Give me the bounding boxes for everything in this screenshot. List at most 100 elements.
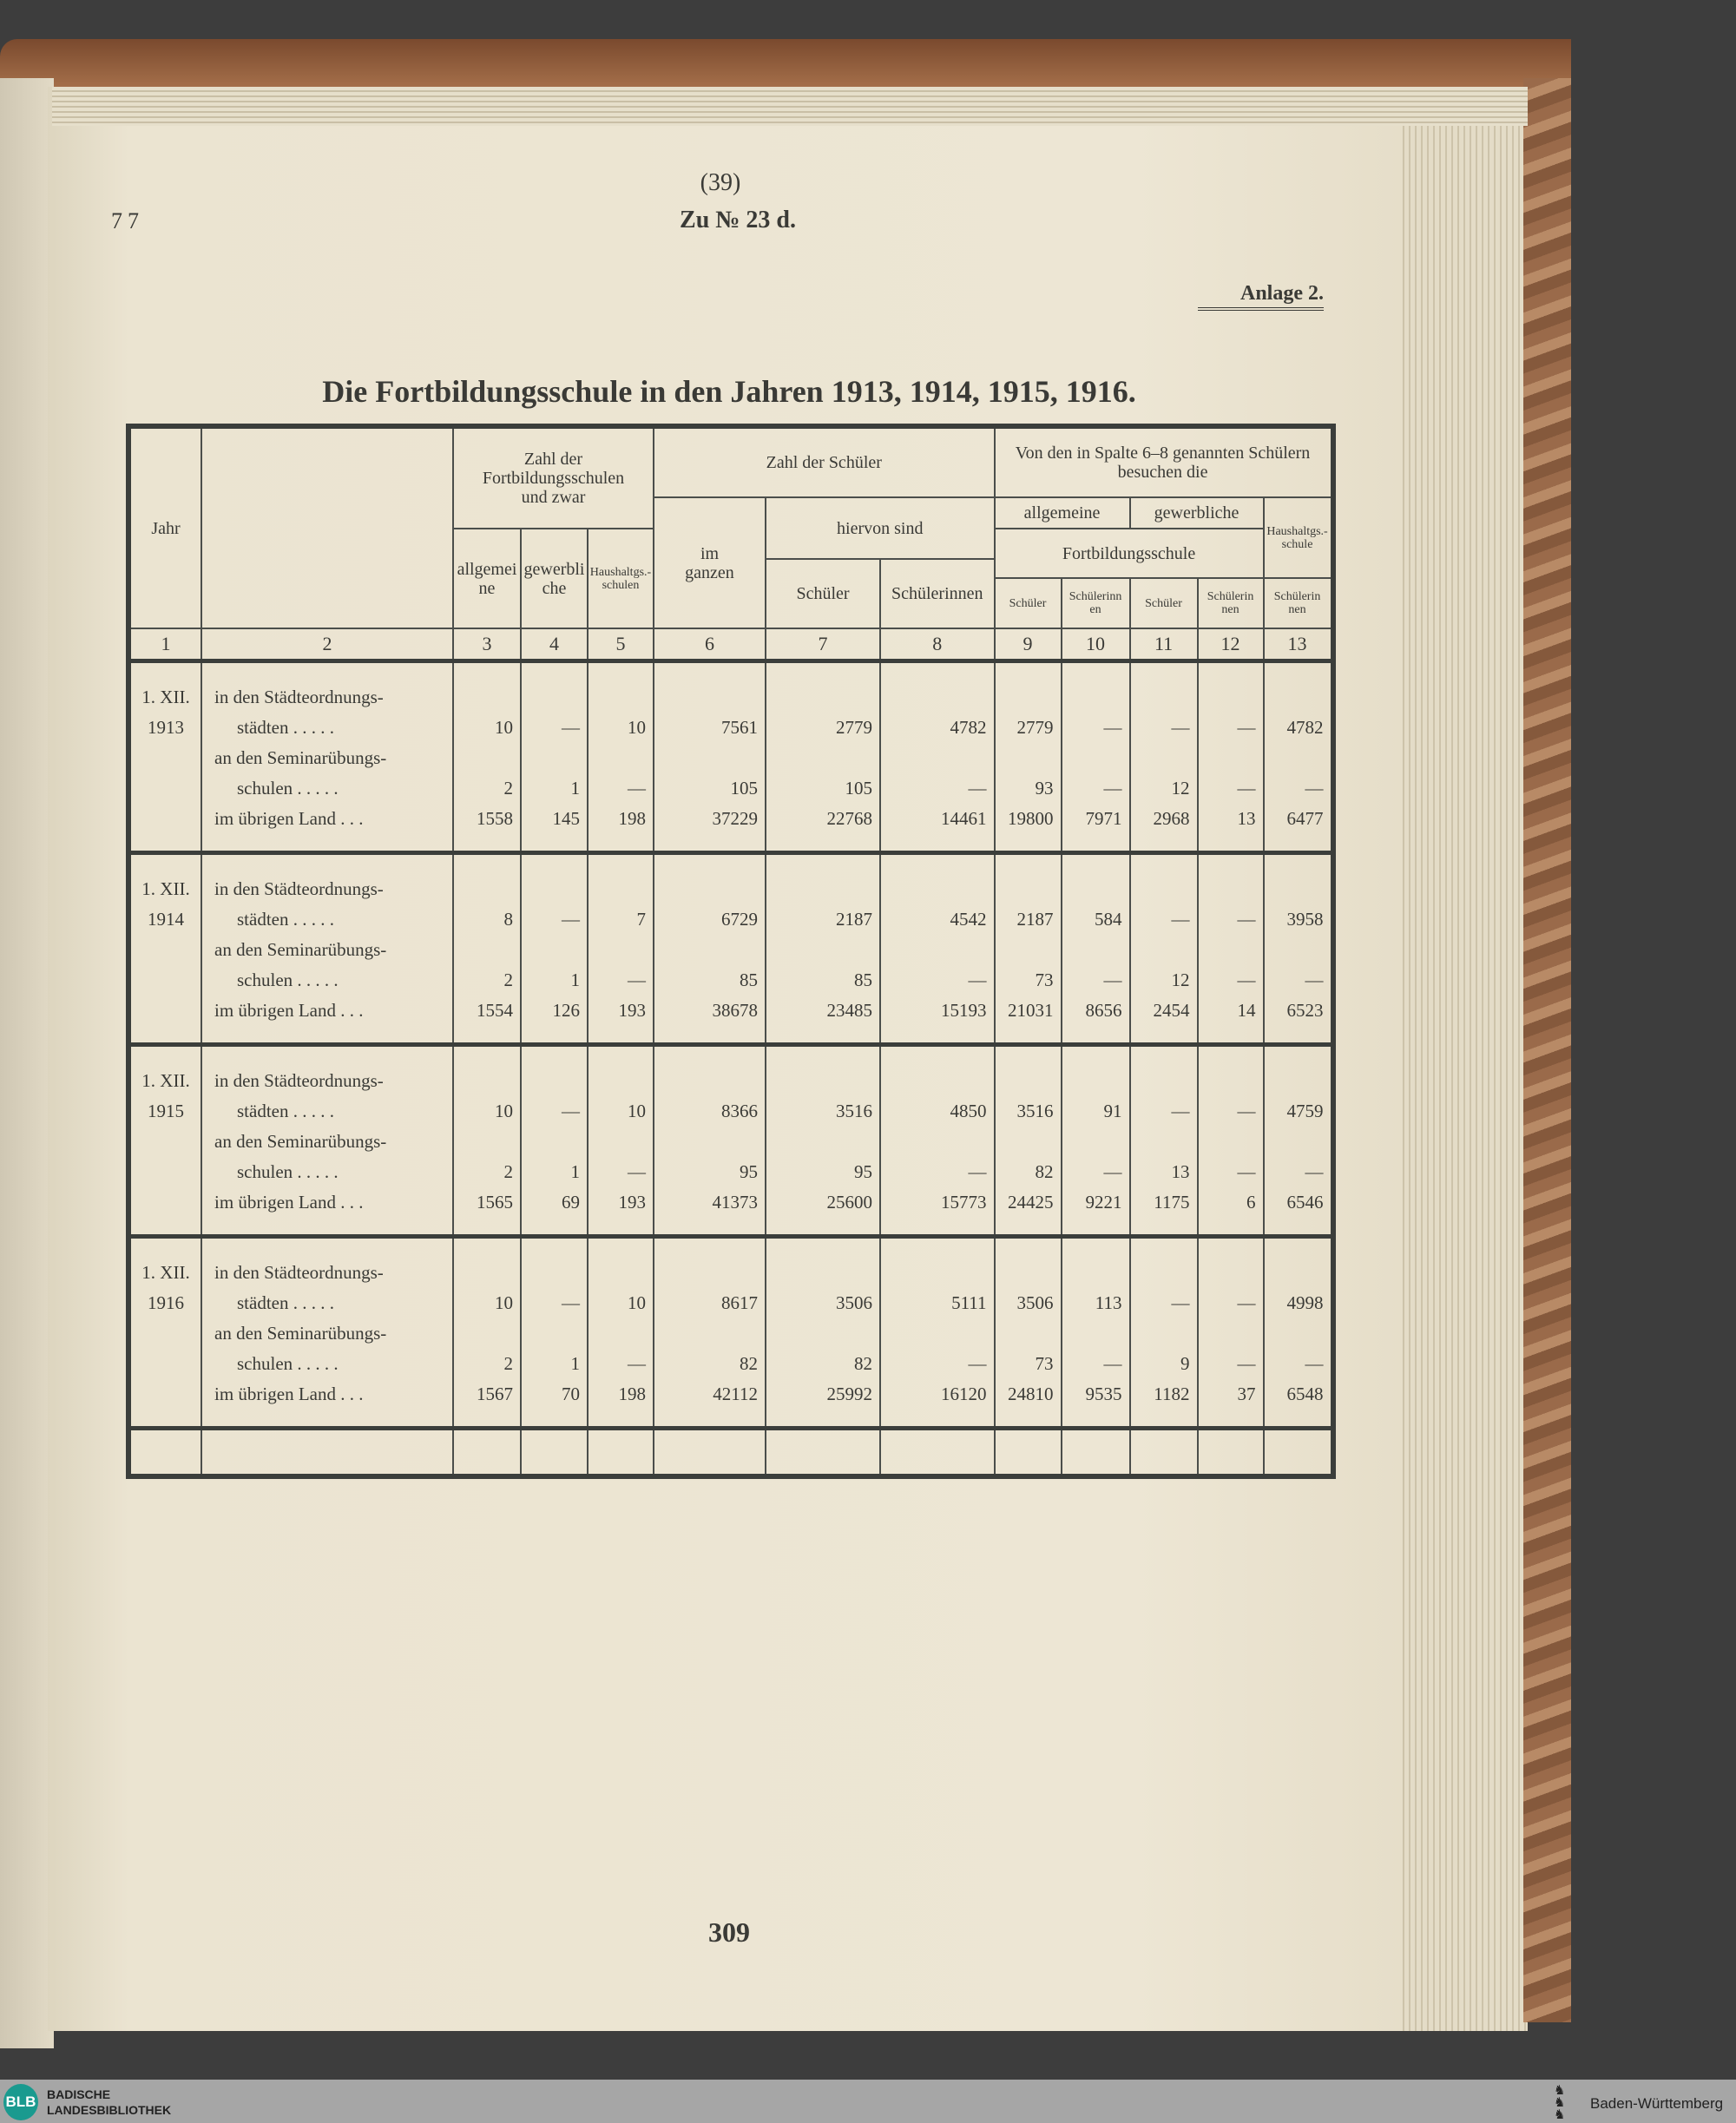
spacer	[1131, 1127, 1197, 1157]
value-staedte: 3958	[1286, 909, 1324, 930]
spacer	[1062, 1127, 1129, 1157]
value-land: 1554	[477, 1000, 513, 1021]
header-haushaltgsschule: Haushaltgs.-schule	[1262, 496, 1334, 579]
value-staedte: —	[1237, 909, 1256, 930]
value-cell-col7: 3516 95 25600	[765, 1042, 881, 1238]
spacer	[881, 874, 994, 904]
value-cell-col5: 7 — 193	[587, 851, 654, 1046]
value-seminar: 2	[503, 1353, 514, 1374]
value-cell-col9: 3516 82 24425	[993, 1042, 1062, 1238]
spacer	[454, 1066, 520, 1096]
column-number: 2	[201, 628, 454, 663]
empty-cell	[653, 1426, 766, 1476]
spacer	[522, 935, 587, 965]
value-land: 193	[618, 1192, 647, 1213]
value-cell-col13: 4998 — 6548	[1262, 1234, 1334, 1430]
value-seminar: 12	[1171, 778, 1190, 799]
value-cell-col11: — 12 2454	[1128, 851, 1199, 1046]
value-staedte: 3506	[836, 1292, 872, 1313]
value-seminar: —	[628, 778, 646, 799]
value-staedte: 2779	[1016, 717, 1054, 738]
spacer	[654, 1127, 765, 1157]
spacer	[1062, 874, 1129, 904]
spacer	[1062, 1066, 1129, 1096]
spacer	[589, 1066, 653, 1096]
spacer	[454, 1318, 520, 1349]
spacer	[996, 1127, 1061, 1157]
library-name[interactable]: BADISCHE LANDESBIBLIOTHEK	[47, 2087, 171, 2118]
value-cell-col9: 2779 93 19800	[993, 659, 1062, 854]
value-cell-col3: 10 2 1558	[452, 659, 522, 854]
empty-cell	[879, 1426, 996, 1476]
state-name[interactable]: Baden-Württemberg	[1590, 2095, 1724, 2112]
header-zahl-schueler: Zahl der Schüler	[653, 425, 996, 498]
header-hiervon: hiervon sind	[765, 496, 996, 560]
value-seminar: 95	[854, 1161, 872, 1182]
row-label: städten . . . . .	[237, 909, 334, 930]
value-seminar: 1	[570, 1353, 581, 1374]
blb-logo[interactable]: BLB	[3, 2084, 38, 2120]
value-land: 41373	[712, 1192, 759, 1213]
spacer	[1199, 1318, 1263, 1349]
value-cell-col6: 7561 105 37229	[653, 659, 766, 854]
value-land: 2454	[1153, 1000, 1190, 1021]
value-seminar: 85	[854, 969, 872, 990]
spacer	[589, 1127, 653, 1157]
spacer	[1199, 874, 1263, 904]
year-value: 1914	[148, 909, 184, 930]
row-label: im übrigen Land . . .	[214, 808, 364, 829]
header-schueler: Schüler	[765, 558, 881, 629]
value-seminar: 82	[740, 1353, 758, 1374]
spacer	[881, 935, 994, 965]
empty-cell	[1262, 1426, 1334, 1476]
header-von-den: Von den in Spalte 6–8 genannten Schülern…	[993, 425, 1334, 498]
spacer	[1131, 1318, 1197, 1349]
value-seminar: 13	[1171, 1161, 1190, 1182]
value-staedte: 8	[503, 909, 514, 930]
value-seminar: —	[1237, 969, 1256, 990]
spacer	[766, 1318, 879, 1349]
column-numbers-row: 1 2 3 4 5 6 7 8 9 10 11 12 13	[128, 628, 1334, 663]
value-cell-col13: 4759 — 6546	[1262, 1042, 1334, 1238]
value-seminar: —	[968, 778, 987, 799]
spacer	[1131, 1066, 1197, 1096]
annex-label: Anlage 2.	[1198, 282, 1324, 311]
value-staedte: —	[1171, 1292, 1190, 1313]
column-number: 9	[993, 628, 1062, 663]
value-staedte: 8617	[721, 1292, 758, 1313]
value-seminar: 82	[854, 1353, 872, 1374]
value-cell-col7: 3506 82 25992	[765, 1234, 881, 1430]
row-label: städten . . . . .	[237, 1101, 334, 1121]
value-seminar: —	[1305, 1353, 1324, 1374]
spacer	[589, 1318, 653, 1349]
column-number: 12	[1196, 628, 1265, 663]
value-cell-col5: 10 — 198	[587, 659, 654, 854]
value-land: 6546	[1286, 1192, 1324, 1213]
value-land: 23485	[826, 1000, 873, 1021]
header-fortbildungsschule: Fortbildungsschule	[993, 528, 1265, 579]
column-number: 11	[1128, 628, 1199, 663]
value-land: 21031	[1008, 1000, 1054, 1021]
value-seminar: —	[1305, 969, 1324, 990]
value-staedte: 5111	[951, 1292, 987, 1313]
year-value: 1916	[148, 1292, 184, 1313]
spacer	[454, 874, 520, 904]
value-staedte: —	[1237, 1292, 1256, 1313]
spacer	[766, 1066, 879, 1096]
spacer	[1131, 874, 1197, 904]
spacer	[1062, 935, 1129, 965]
year-block-1916: 1. XII. 1916 in den Städteordnungs-städten…	[128, 1234, 1334, 1430]
value-staedte: 10	[495, 717, 513, 738]
value-staedte: 113	[1095, 1292, 1122, 1313]
value-seminar: —	[628, 1161, 646, 1182]
value-land: 70	[562, 1384, 580, 1404]
value-seminar: 93	[1035, 778, 1054, 799]
header-c13: Schülerinnen	[1262, 577, 1334, 629]
value-seminar: 2	[503, 778, 514, 799]
value-seminar: —	[1305, 1161, 1324, 1182]
spacer	[522, 874, 587, 904]
spacer	[1199, 1066, 1263, 1096]
spacer	[1265, 743, 1331, 773]
value-staedte: 3516	[836, 1101, 872, 1121]
spacer	[589, 1258, 653, 1288]
